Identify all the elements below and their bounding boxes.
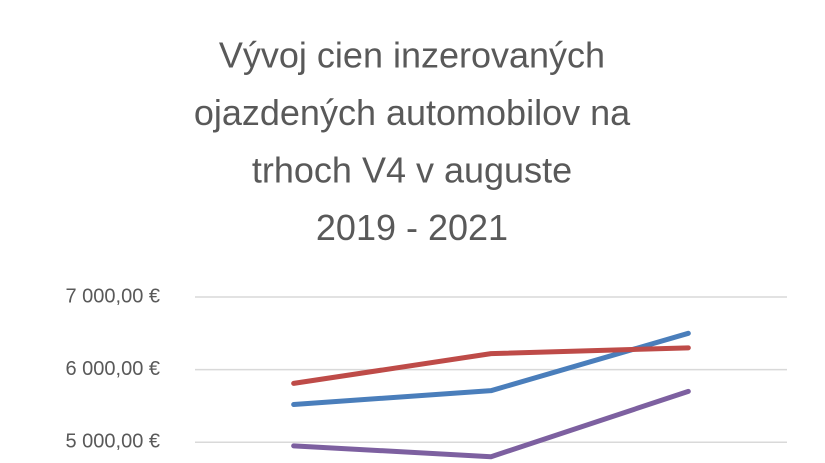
chart-title: trhoch V4 v auguste (252, 150, 572, 191)
chart-title: 2019 - 2021 (316, 207, 508, 248)
chart-title: ojazdených automobilov na (194, 92, 631, 133)
data-line (291, 330, 691, 407)
chart-title: Vývoj cien inzerovaných (219, 35, 605, 76)
y-tick-label: 7 000,00 € (65, 285, 160, 307)
y-tick-label: 6 000,00 € (65, 358, 160, 380)
data-line (291, 388, 691, 460)
data-line (291, 345, 691, 386)
y-tick-label: 5 000,00 € (65, 430, 160, 452)
